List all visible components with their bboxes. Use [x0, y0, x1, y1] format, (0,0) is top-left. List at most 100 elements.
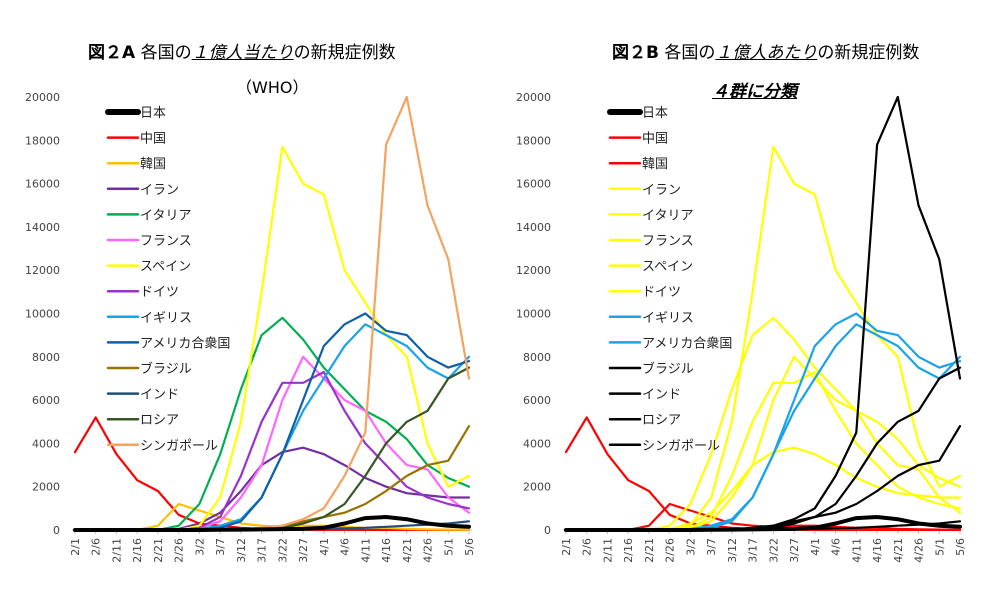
- chart-a-y-tick-label: 6000: [32, 394, 60, 407]
- chart-b-y-tick-label: 6000: [523, 394, 551, 407]
- chart-b-y-tick-label: 20000: [516, 91, 551, 104]
- chart-b-series-line: [564, 366, 962, 532]
- chart-b-x-tick-label: 3/12: [726, 538, 739, 563]
- chart-a-title-pre: 各国の: [140, 43, 192, 63]
- chart-a-x-tick-label: 3/27: [297, 538, 310, 563]
- chart-a-title-label: 図２A: [88, 43, 136, 63]
- chart-a-legend-label: フランス: [140, 234, 192, 249]
- chart-a-x-tick-label: 2/11: [110, 538, 123, 563]
- chart-a-x-tick-label: 2/21: [152, 538, 165, 563]
- chart-a-legend-label: イタリア: [140, 208, 191, 223]
- chart-a-y-tick-label: 10000: [25, 308, 60, 321]
- chart-b-legend-label: ドイツ: [642, 285, 681, 300]
- chart-a-x-tick-label: 5/1: [442, 538, 455, 556]
- chart-b-x-tick-label: 2/16: [622, 538, 635, 563]
- chart-a-legend-label: 韓国: [140, 157, 166, 172]
- chart-a-legend-label: イラン: [140, 183, 179, 198]
- chart-a-y-tick-label: 8000: [32, 351, 60, 364]
- chart-b-title-pre: 各国の: [664, 43, 716, 63]
- chart-a-x-tick-label: 4/16: [380, 538, 393, 563]
- chart-a-legend-label: 中国: [140, 132, 166, 147]
- chart-a: 0 2000 4000 6000 8000 10000 12000 14000 16000 180…: [25, 91, 476, 563]
- chart-a-series-line: [73, 370, 471, 532]
- chart-b-series-line: [564, 312, 962, 532]
- chart-a-y-tick-label: 16000: [25, 178, 60, 191]
- chart-a-series-line: [73, 312, 471, 532]
- chart-b-legend-label: 中国: [642, 132, 668, 147]
- chart-a-x-tick-label: 4/11: [359, 538, 372, 563]
- chart-b-x-tick-label: 4/6: [830, 538, 843, 556]
- chart-b-legend-label: イギリス: [642, 311, 694, 326]
- chart-b-legend-label: イタリア: [642, 208, 693, 223]
- chart-a-series-line: [73, 515, 471, 532]
- chart-a-legend-label: アメリカ合衆国: [140, 335, 230, 351]
- chart-a-x-tick-label: 3/12: [235, 538, 248, 563]
- chart-b-x-tick-label: 4/21: [892, 538, 905, 563]
- chart-b-y-tick-label: 8000: [523, 351, 551, 364]
- chart-b-title-post: の新規症例数: [817, 43, 920, 63]
- chart-b-y-tick-label: 10000: [516, 308, 551, 321]
- chart-b-series-line: [564, 515, 962, 532]
- chart-b-x-tick-label: 2/21: [643, 538, 656, 563]
- chart-a-x-tick-label: 4/1: [318, 538, 331, 556]
- chart-a-series-line: [73, 366, 471, 532]
- chart-b-x-tick-label: 5/1: [933, 538, 946, 556]
- chart-b-x-tick-label: 2/1: [560, 538, 573, 556]
- chart-a-legend-label: インド: [140, 388, 179, 403]
- chart-a-x-tick-label: 3/17: [256, 538, 269, 563]
- chart-a-y-tick-label: 0: [53, 524, 60, 537]
- chart-a-legend-label: シンガポール: [140, 439, 218, 454]
- chart-a-title: 図２A 各国の１億人当たりの新規症例数: [88, 38, 396, 63]
- chart-a-title-emphasis: １億人当たり: [191, 43, 294, 63]
- chart-a-x-tick-label: 4/6: [339, 538, 352, 556]
- chart-b-x-tick-label: 3/2: [684, 538, 697, 556]
- chart-a-y-tick-label: 20000: [25, 91, 60, 104]
- chart-b-x-tick-label: 3/27: [788, 538, 801, 563]
- chart-b-x-tick-label: 3/22: [767, 538, 780, 563]
- chart-a-x-tick-label: 4/26: [422, 538, 435, 563]
- chart-b-y-tick-label: 16000: [516, 178, 551, 191]
- chart-b-legend-label: フランス: [642, 234, 694, 249]
- chart-a-y-tick-label: 4000: [32, 437, 60, 450]
- chart-b-legend-label: スペイン: [642, 260, 693, 275]
- chart-a-legend-label: イギリス: [140, 311, 192, 326]
- chart-a-title-post: の新規症例数: [293, 43, 396, 63]
- chart-a-legend-label: ブラジル: [140, 361, 192, 377]
- chart-b-x-tick-label: 3/7: [705, 538, 718, 556]
- chart-b-y-tick-label: 14000: [516, 221, 551, 234]
- chart-b-title: 図２B 各国の１億人あたりの新規症例数: [612, 38, 919, 63]
- chart-b-y-tick-label: 2000: [523, 481, 551, 494]
- chart-b-x-tick-label: 4/26: [913, 538, 926, 563]
- chart-a-x-tick-label: 2/16: [131, 538, 144, 563]
- chart-b-legend-label: アメリカ合衆国: [642, 335, 732, 351]
- chart-a-legend-label: 日本: [140, 106, 166, 121]
- chart-b-legend-label: ブラジル: [642, 361, 694, 377]
- chart-b-x-tick-label: 2/26: [664, 538, 677, 563]
- chart-b-x-tick-label: 3/17: [747, 538, 760, 563]
- chart-b-legend-label: インド: [642, 388, 681, 403]
- chart-b-series-line: [564, 370, 962, 532]
- chart-b-legend-label: イラン: [642, 183, 681, 198]
- chart-a-y-tick-label: 18000: [25, 134, 60, 147]
- chart-b-legend-label: シンガポール: [642, 439, 720, 454]
- chart-b-x-tick-label: 2/6: [581, 538, 594, 556]
- chart-a-series-line: [73, 323, 471, 532]
- chart-b-x-tick-label: 2/11: [601, 538, 614, 563]
- chart-a-x-tick-label: 2/26: [173, 538, 186, 563]
- chart-b-title-emphasis: １億人あたり: [715, 43, 818, 63]
- chart-a-y-tick-label: 2000: [32, 481, 60, 494]
- chart-a-x-tick-label: 5/6: [463, 538, 476, 556]
- chart-b: 0 2000 4000 6000 8000 10000 12000 14000 16000 180…: [516, 91, 967, 563]
- chart-a-legend-label: スペイン: [140, 260, 191, 275]
- chart-a-x-tick-label: 4/21: [401, 538, 414, 563]
- chart-a-subtitle: （WHO）: [236, 78, 309, 97]
- chart-a-y-tick-label: 12000: [25, 264, 60, 277]
- chart-b-y-tick-label: 0: [544, 524, 551, 537]
- chart-a-x-tick-label: 2/6: [90, 538, 103, 556]
- chart-b-y-tick-label: 12000: [516, 264, 551, 277]
- chart-b-x-tick-label: 4/1: [809, 538, 822, 556]
- chart-b-legend-label: ロシア: [642, 413, 681, 428]
- chart-b-x-tick-label: 4/11: [850, 538, 863, 563]
- chart-a-x-tick-label: 3/7: [214, 538, 227, 556]
